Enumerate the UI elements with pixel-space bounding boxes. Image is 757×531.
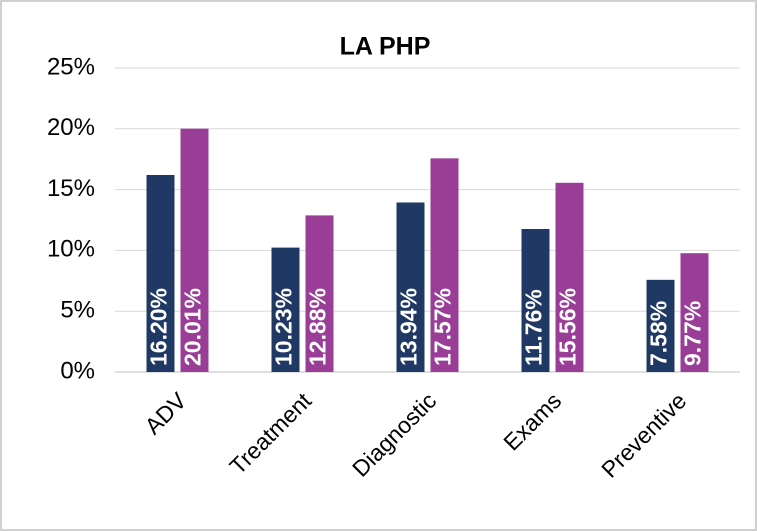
bar xyxy=(146,175,175,372)
y-tick-label: 20% xyxy=(47,114,95,141)
bar xyxy=(430,158,459,372)
data-label: 17.57% xyxy=(430,288,456,366)
bar xyxy=(396,202,425,372)
y-tick-label: 25% xyxy=(47,53,95,80)
data-label: 11.76% xyxy=(521,289,547,366)
data-label: 15.56% xyxy=(555,288,581,366)
data-label: 9.77% xyxy=(680,301,706,366)
data-label: 7.58% xyxy=(646,301,672,366)
bar xyxy=(180,128,209,372)
y-tick-label: 5% xyxy=(60,297,95,324)
data-label: 10.23% xyxy=(271,288,297,366)
data-label: 20.01% xyxy=(180,288,206,366)
y-tick-label: 10% xyxy=(47,236,95,263)
data-label: 12.88% xyxy=(305,288,331,366)
bar xyxy=(555,182,584,372)
bar xyxy=(305,215,334,372)
chart-title: LA PHP xyxy=(340,33,431,61)
bar xyxy=(646,279,675,372)
bar xyxy=(271,247,300,372)
y-tick-label: 0% xyxy=(60,357,95,384)
data-label: 13.94% xyxy=(396,288,422,366)
bar xyxy=(521,228,550,372)
bar xyxy=(680,253,709,372)
data-label: 16.20% xyxy=(146,288,172,366)
y-tick-label: 15% xyxy=(47,175,95,202)
